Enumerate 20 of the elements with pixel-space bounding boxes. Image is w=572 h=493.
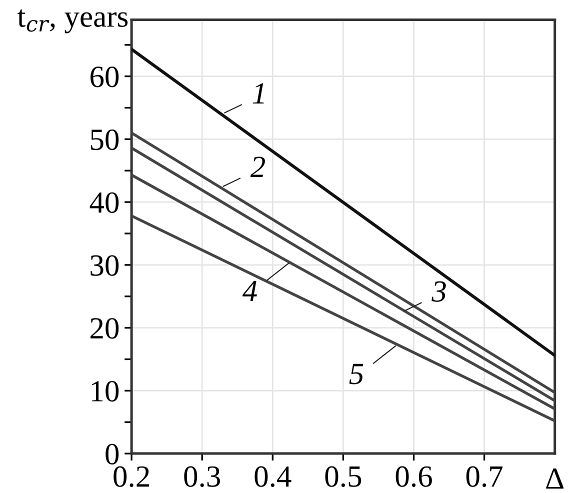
x-tick-label: 0.3 (184, 466, 220, 488)
y-axis-title: t$_{cr}$, years (17, 9, 128, 34)
x-tick-label: 0.5 (325, 466, 362, 488)
x-axis-title: Δ (546, 468, 564, 489)
y-tick-label: 50 (90, 129, 119, 150)
annotation: 5 (349, 364, 364, 384)
y-tick-label: 40 (90, 192, 119, 213)
y-tick-label: 10 (92, 380, 119, 402)
x-tick-label: 0.4 (254, 466, 292, 488)
annotation: 2 (250, 156, 265, 178)
annotation: 1 (252, 83, 264, 104)
annotation: 3 (432, 281, 446, 302)
x-tick-label: 0.2 (114, 466, 149, 488)
y-tick-label: 20 (90, 318, 119, 339)
y-tick-label: 60 (90, 66, 119, 88)
y-tick-label: 0 (106, 444, 119, 464)
x-tick-label: 0.6 (396, 466, 432, 488)
y-tick-label: 30 (90, 255, 119, 276)
annotation: 4 (242, 280, 257, 301)
x-tick-label: 0.7 (466, 466, 503, 488)
